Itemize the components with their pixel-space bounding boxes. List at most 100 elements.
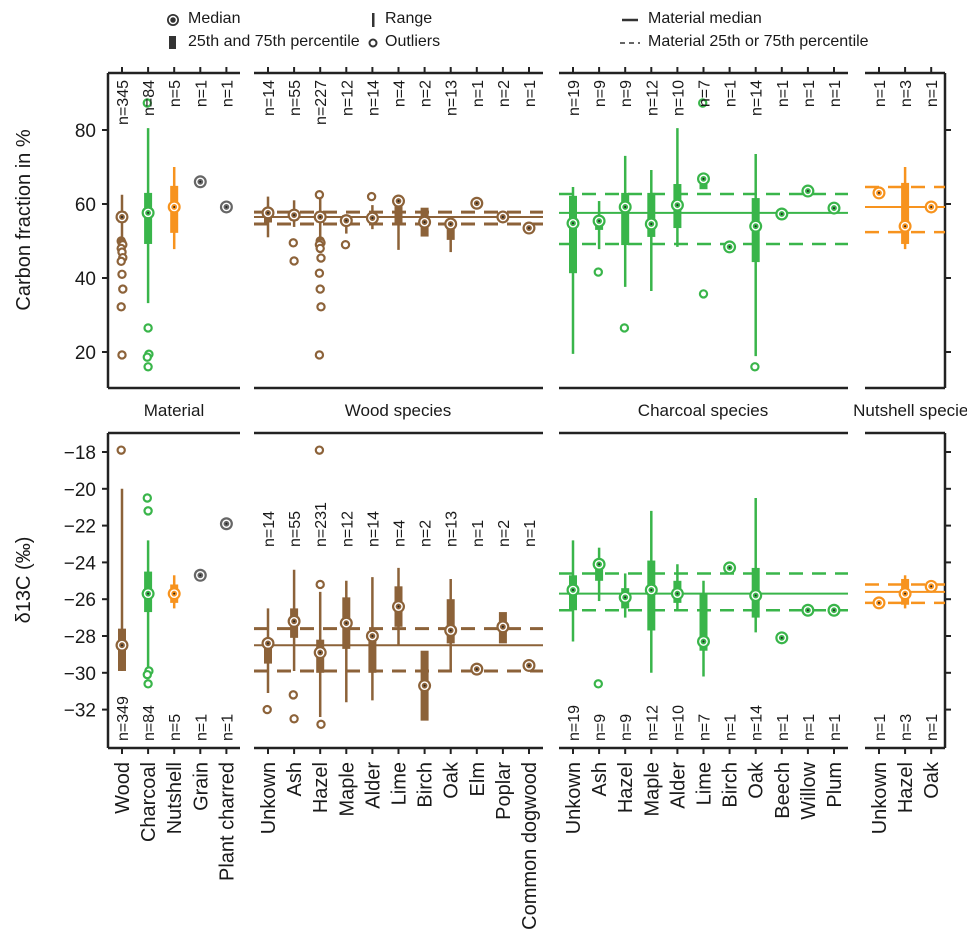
outlier-point: [142, 669, 152, 680]
outlier-point: [315, 284, 325, 294]
median-ring: [117, 640, 127, 650]
median-dot: [650, 222, 653, 225]
category-label: Birch: [720, 762, 742, 808]
y-tick-label: −28: [64, 627, 96, 648]
box-hazel: [618, 155, 632, 333]
median-ring: [315, 212, 325, 222]
sample-count-label: n=14: [365, 80, 382, 116]
median-ring: [143, 208, 153, 218]
sample-count-label: n=1: [801, 714, 818, 741]
sample-count-label: n=4: [392, 520, 409, 547]
median-dot: [225, 205, 228, 208]
box-grain: [193, 568, 207, 582]
box-grain: [193, 175, 207, 189]
sample-count-label: n=14: [749, 705, 766, 741]
outlier-point: [288, 690, 298, 700]
median-dot: [878, 601, 880, 604]
median-ring: [524, 223, 534, 233]
outlier-point: [314, 268, 325, 278]
sample-count-label: n=14: [749, 80, 766, 116]
median-dot: [806, 190, 809, 193]
box-hazel: [618, 573, 632, 618]
median-ring: [289, 616, 299, 626]
box-unkown: [872, 186, 886, 200]
median-ring: [315, 648, 325, 657]
median-ring: [803, 605, 813, 615]
outlier-point: [116, 445, 126, 455]
category-label: Unkown: [869, 762, 891, 834]
median-dot: [728, 566, 731, 569]
median-dot: [780, 212, 783, 215]
sample-count-label: n=2: [496, 520, 513, 547]
y-axis-label-carbon: Carbon fraction in %: [13, 129, 35, 310]
box-hazel: [898, 575, 912, 609]
sample-count-label: n=10: [670, 80, 687, 116]
median-ring: [368, 213, 377, 223]
category-label: Nutshell: [164, 762, 186, 834]
box-poplar: [496, 210, 510, 224]
sample-count-label: n=1: [723, 714, 740, 741]
box-hazel: [313, 190, 327, 360]
outlier-point: [366, 191, 377, 202]
median-ring: [829, 605, 839, 615]
percentile-box: [368, 632, 377, 673]
sample-count-label: n=55: [287, 511, 304, 547]
median-ring: [195, 570, 205, 580]
box-unkown: [261, 196, 275, 238]
category-label: Ash: [284, 762, 306, 796]
box-willow: [801, 184, 815, 198]
median-dot: [904, 592, 907, 595]
box-birch: [723, 561, 737, 575]
median-dot: [501, 215, 504, 218]
outlier-point: [316, 302, 326, 312]
median-dot: [833, 207, 835, 210]
category-label: Hazel: [615, 762, 637, 813]
sample-count-label: n=14: [261, 511, 278, 547]
box-birch: [723, 240, 737, 254]
box-alder: [670, 128, 684, 247]
category-label: Beech: [772, 762, 794, 819]
median-dot: [728, 245, 731, 248]
box-beech: [775, 207, 789, 221]
sample-count-label: n=3: [898, 714, 915, 741]
percentile-box: [901, 182, 910, 244]
box-charcoal: [141, 493, 155, 689]
outlier-point: [315, 243, 325, 254]
median-dot: [293, 214, 296, 217]
median-ring: [143, 589, 153, 598]
category-label: Poplar: [493, 762, 515, 820]
median-dot: [930, 205, 933, 208]
y-tick-label: 60: [75, 195, 96, 216]
panel-nutshell-species-d13c: n=1 Unkown n=3 Hazel n=1 Oak: [865, 431, 947, 834]
median-ring: [751, 221, 761, 231]
sample-count-label: n=1: [872, 80, 889, 107]
sample-count-label: n=345: [115, 80, 132, 125]
box-alder: [365, 577, 379, 701]
box-unkown: [566, 186, 580, 354]
box-common-dogwood: [522, 221, 536, 235]
median-ring: [222, 519, 231, 529]
box-unkown: [261, 608, 275, 715]
sample-count-label: n=1: [193, 80, 210, 107]
outlier-point: [289, 714, 299, 724]
category-label: Grain: [190, 762, 212, 811]
box-unkown: [872, 596, 886, 610]
y-tick-label: −22: [64, 517, 96, 538]
median-ring: [829, 203, 839, 213]
sample-count-label: n=2: [496, 80, 513, 107]
y-tick-label: −18: [64, 443, 96, 464]
box-ash: [287, 200, 301, 266]
legend-material-percentile: Material 25th or 75th percentile: [648, 33, 869, 50]
median-ring: [420, 681, 429, 690]
box-maple: [644, 169, 658, 291]
box-plant-charred: [219, 200, 233, 214]
category-label: Wood: [112, 762, 134, 814]
median-dot: [121, 644, 123, 647]
median-dot: [833, 609, 835, 612]
median-dot: [371, 217, 374, 220]
outlier-point: [142, 493, 152, 503]
sample-count-label: n=9: [618, 80, 635, 107]
percentile-box: [394, 201, 403, 226]
median-ring: [725, 242, 734, 252]
box-hazel: [313, 445, 327, 730]
